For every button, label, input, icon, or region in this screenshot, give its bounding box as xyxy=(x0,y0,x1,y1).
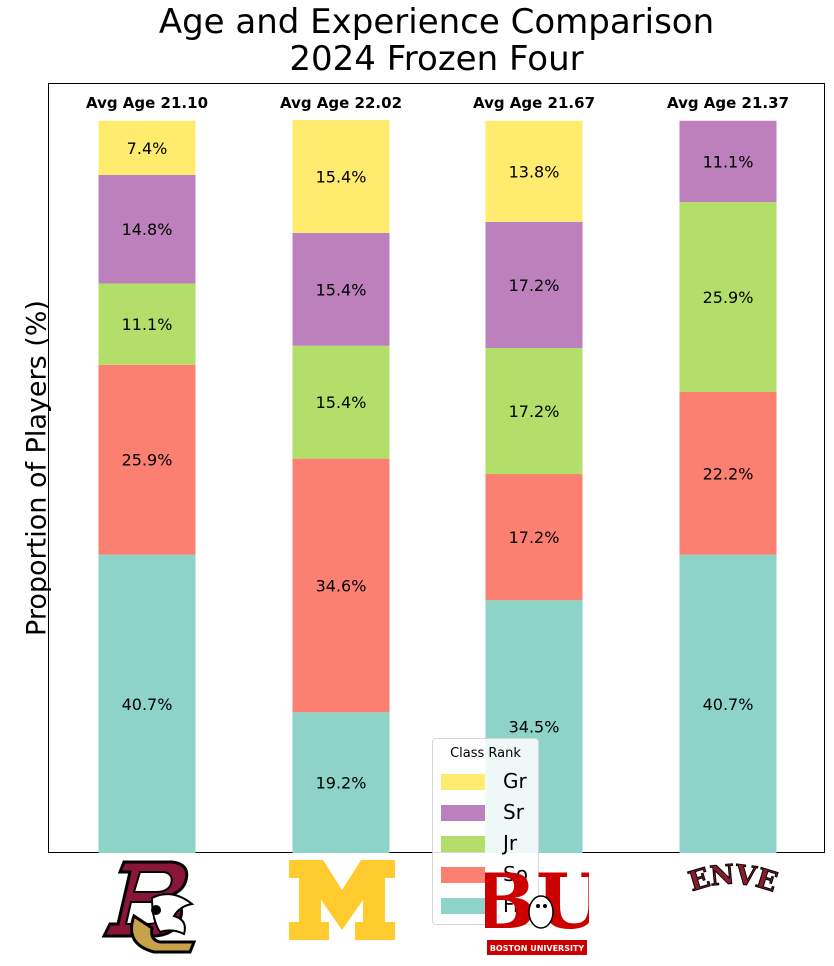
bar-label-gr-1: 7.4% xyxy=(127,139,168,158)
chart-title-line-1: Age and Experience Comparison xyxy=(158,2,715,42)
bar-segment-sr-3 xyxy=(485,221,583,348)
legend-label: Fr xyxy=(503,893,522,917)
bar-segment-fr-4 xyxy=(679,554,777,853)
chart-title: Age and Experience Comparison 2024 Froze… xyxy=(48,4,825,78)
denver-logo-text: DENVER xyxy=(678,858,782,899)
legend-item-gr: Gr xyxy=(441,770,536,792)
bar-label-so-1: 25.9% xyxy=(122,451,173,470)
legend: Class Rank Gr Sr Jr So Fr xyxy=(432,738,539,925)
bar-label-so-2: 34.6% xyxy=(316,576,367,595)
bar-segment-gr-3 xyxy=(485,120,583,222)
bar-segment-gr-1 xyxy=(98,120,196,175)
bar-label-gr-3: 13.8% xyxy=(509,162,560,181)
denver-logo: DENVER xyxy=(678,858,782,899)
legend-label: Sr xyxy=(503,800,524,824)
bar-label-fr-3: 34.5% xyxy=(509,718,560,737)
avg-age-label-3: Avg Age 21.67 xyxy=(473,94,595,112)
bar-label-jr-1: 11.1% xyxy=(122,315,173,334)
bar-label-so-4: 22.2% xyxy=(703,464,754,483)
bar-label-jr-4: 25.9% xyxy=(703,288,754,307)
bar-segment-jr-3 xyxy=(485,347,583,475)
legend-label: So xyxy=(503,862,528,886)
bar-label-jr-2: 15.4% xyxy=(316,393,367,412)
bar-label-sr-1: 14.8% xyxy=(122,220,173,239)
bar-label-fr-2: 19.2% xyxy=(316,774,367,793)
bar-label-sr-3: 17.2% xyxy=(509,276,560,295)
bar-label-fr-4: 40.7% xyxy=(703,695,754,714)
bar-segment-fr-1 xyxy=(98,554,196,853)
legend-item-so: So xyxy=(441,863,536,885)
bar-label-gr-2: 15.4% xyxy=(316,167,367,186)
legend-item-jr: Jr xyxy=(441,832,536,854)
legend-item-fr: Fr xyxy=(441,894,536,916)
svg-text:DENVER: DENVER xyxy=(678,858,780,898)
legend-swatch xyxy=(441,836,485,852)
bar-segment-jr-1 xyxy=(98,283,196,365)
bar-segment-so-2 xyxy=(292,458,390,713)
legend-item-sr: Sr xyxy=(441,801,536,823)
bar-segment-gr-2 xyxy=(292,120,390,233)
michigan-logo xyxy=(289,860,395,940)
bar-label-fr-1: 40.7% xyxy=(122,695,173,714)
bar-label-so-3: 17.2% xyxy=(509,528,560,547)
bar-label-sr-2: 15.4% xyxy=(316,280,367,299)
legend-label: Gr xyxy=(503,769,527,793)
boston-college-logo xyxy=(101,860,197,954)
bar-segment-sr-1 xyxy=(98,174,196,284)
avg-age-label-2: Avg Age 22.02 xyxy=(280,94,402,112)
plot-area: 40.7% 25.9% 11.1% 14.8% 7.4% Avg Age 21.10 19.… xyxy=(48,83,825,925)
bu-logo-banner: BOSTON UNIVERSITY xyxy=(490,944,585,953)
bar-label-sr-4: 11.1% xyxy=(703,152,754,171)
boston-university-logo: BU BOSTON UNIVERSITY xyxy=(485,860,589,955)
bar-segment-fr-2 xyxy=(292,712,390,853)
legend-swatch xyxy=(441,867,485,883)
bar-segment-jr-4 xyxy=(679,202,777,392)
chart-title-line-2: 2024 Frozen Four xyxy=(289,39,584,79)
bar-segment-jr-2 xyxy=(292,345,390,459)
legend-label: Jr xyxy=(503,831,518,855)
bar-segment-so-1 xyxy=(98,364,196,555)
legend-swatch xyxy=(441,774,485,790)
bar-segment-so-3 xyxy=(485,474,583,601)
avg-age-label-4: Avg Age 21.37 xyxy=(667,94,789,112)
legend-swatch xyxy=(441,898,485,914)
bar-segment-so-4 xyxy=(679,391,777,555)
bar-segment-sr-4 xyxy=(679,120,777,203)
bar-label-jr-3: 17.2% xyxy=(509,402,560,421)
bar-segment-sr-2 xyxy=(292,232,390,346)
legend-title: Class Rank xyxy=(450,746,521,761)
legend-swatch xyxy=(441,805,485,821)
avg-age-label-1: Avg Age 21.10 xyxy=(86,94,208,112)
stacked-bar-chart: 40.7% 25.9% 11.1% 14.8% 7.4% Avg Age 21.10 19.… xyxy=(86,94,789,853)
